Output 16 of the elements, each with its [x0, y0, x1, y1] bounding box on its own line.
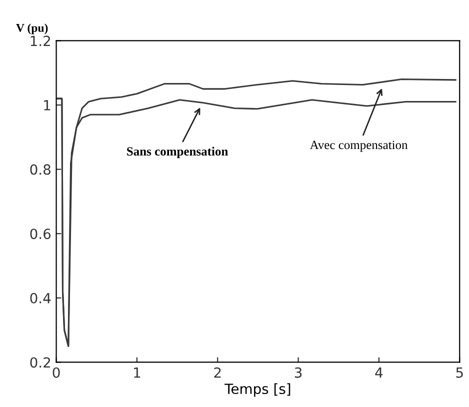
y-tick-label: 0.8	[30, 164, 50, 175]
x-tick-label: 2	[214, 367, 221, 378]
y-tick-label: 1.2	[30, 36, 50, 46]
y-tick-label: 0.6	[30, 228, 51, 240]
annotation: Sans compensation	[127, 146, 228, 158]
y-tick-label: 0.4	[30, 292, 51, 304]
annotation: Avec compensation	[310, 140, 408, 152]
y-tick-label: 1	[44, 100, 50, 110]
x-tick-label: 3	[294, 367, 302, 378]
x-axis-title: Temps [s]	[224, 383, 290, 397]
x-tick-label: 1	[134, 368, 140, 378]
y-tick-label: 0.2	[30, 357, 50, 368]
x-tick-label: 5	[456, 368, 463, 378]
y-axis-title: V (pu)	[16, 24, 48, 34]
x-tick-label: 0	[52, 367, 60, 378]
x-tick-label: 4	[375, 368, 383, 378]
